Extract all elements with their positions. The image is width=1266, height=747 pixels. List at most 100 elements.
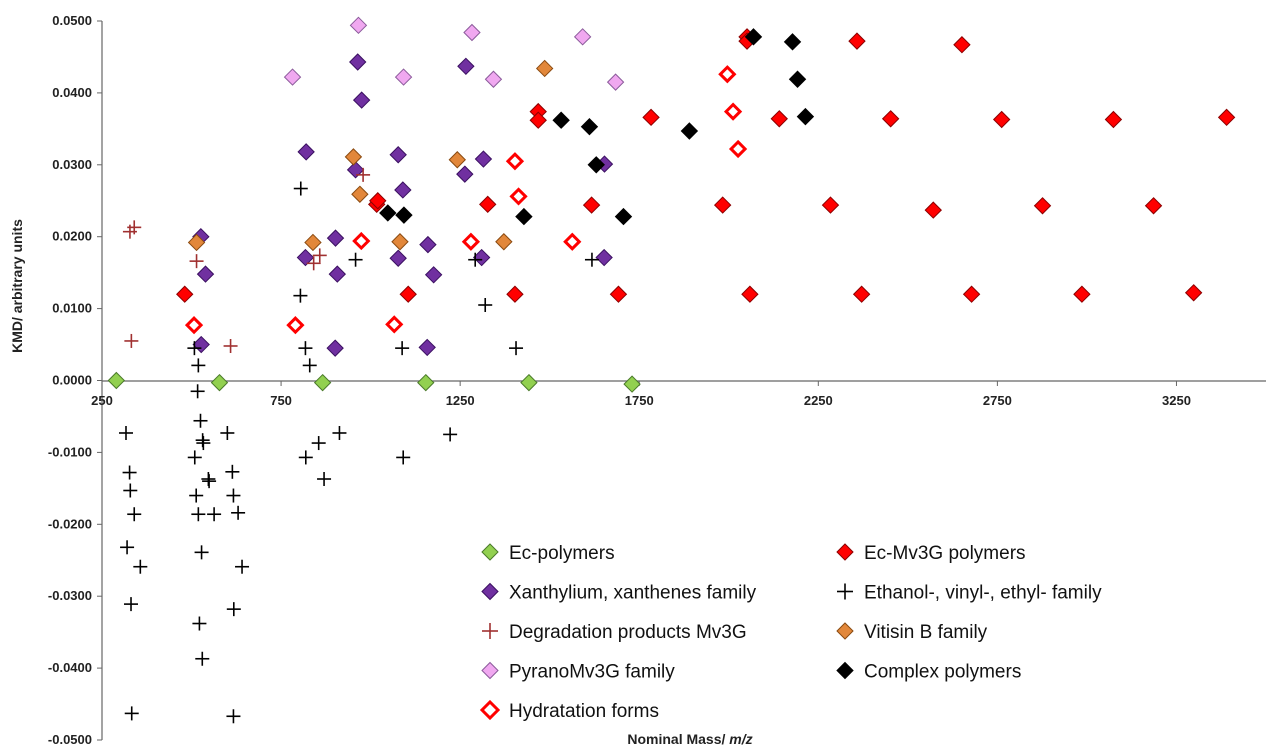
legend-marker bbox=[836, 661, 854, 680]
data-point bbox=[191, 507, 206, 522]
data-point bbox=[461, 232, 481, 251]
data-point bbox=[520, 373, 538, 392]
y-tick-label: -0.0300 bbox=[48, 588, 92, 603]
data-point bbox=[379, 204, 397, 222]
data-point bbox=[349, 53, 367, 71]
data-points bbox=[107, 16, 1236, 724]
legend: Ec-polymers Ec-Mv3G polymers Xanthylium, x… bbox=[479, 543, 1102, 722]
data-point bbox=[796, 107, 815, 126]
data-point bbox=[418, 338, 436, 357]
data-point bbox=[344, 148, 363, 166]
y-tick-label: -0.0500 bbox=[48, 732, 92, 747]
legend-item: PyranoMv3G family bbox=[481, 662, 675, 683]
data-point bbox=[124, 597, 139, 612]
series-group bbox=[187, 59, 554, 252]
data-point bbox=[326, 339, 344, 357]
data-point bbox=[187, 341, 202, 356]
data-point bbox=[395, 206, 413, 224]
data-point bbox=[417, 373, 435, 392]
data-point bbox=[207, 507, 222, 522]
data-point bbox=[191, 358, 206, 373]
data-point bbox=[1033, 197, 1052, 215]
data-point bbox=[223, 338, 238, 353]
data-point bbox=[190, 384, 205, 399]
data-point bbox=[463, 23, 481, 42]
data-point bbox=[770, 110, 788, 128]
legend-label: Vitisin B family bbox=[864, 622, 988, 643]
data-point bbox=[595, 248, 613, 267]
data-point bbox=[424, 266, 443, 284]
data-point bbox=[312, 248, 327, 263]
data-point bbox=[718, 65, 737, 84]
x-tick-label: 750 bbox=[270, 393, 292, 408]
data-point bbox=[587, 156, 605, 174]
data-point bbox=[472, 248, 491, 267]
data-point bbox=[741, 285, 759, 303]
data-point bbox=[478, 298, 493, 313]
data-point bbox=[395, 341, 410, 356]
data-point bbox=[881, 110, 900, 128]
legend-label: Degradation products Mv3G bbox=[509, 622, 747, 643]
data-point bbox=[192, 335, 210, 354]
data-point bbox=[962, 285, 981, 303]
y-tick-label: 0.0400 bbox=[52, 85, 92, 100]
data-point bbox=[298, 341, 313, 356]
data-point bbox=[226, 602, 241, 617]
data-point bbox=[394, 68, 413, 86]
y-tick-label: 0.0500 bbox=[52, 13, 92, 28]
data-point bbox=[848, 32, 866, 50]
y-tick-label: -0.0100 bbox=[48, 444, 92, 459]
data-point bbox=[349, 16, 368, 35]
x-tick-label: 2250 bbox=[804, 393, 833, 408]
series-group bbox=[122, 167, 371, 353]
data-point bbox=[195, 651, 210, 666]
legend-item: Vitisin B family bbox=[836, 622, 988, 643]
data-point bbox=[506, 285, 524, 303]
data-point bbox=[194, 545, 209, 560]
data-point bbox=[728, 139, 748, 159]
data-point bbox=[744, 28, 763, 46]
data-point bbox=[283, 68, 302, 86]
x-axis-label: Nominal Mass/ m/z bbox=[627, 731, 752, 747]
legend-label: PyranoMv3G family bbox=[509, 662, 675, 683]
tick-labels: 0.0500 0.0400 0.0300 0.0200 0.0100 0.0000 -0.0… bbox=[48, 13, 1191, 747]
y-tick-label: 0.0300 bbox=[52, 157, 92, 172]
data-point bbox=[328, 265, 347, 283]
data-point bbox=[529, 111, 547, 129]
data-point bbox=[122, 465, 137, 480]
data-point bbox=[396, 450, 411, 465]
data-point bbox=[391, 233, 409, 251]
data-point bbox=[189, 488, 204, 503]
x-tick-label: 1250 bbox=[446, 393, 475, 408]
data-point bbox=[187, 233, 206, 252]
data-point bbox=[225, 464, 240, 479]
data-point bbox=[852, 285, 871, 303]
x-axis-label-main: Nominal Mass/ bbox=[627, 731, 729, 747]
data-point bbox=[302, 358, 317, 373]
data-point bbox=[443, 427, 458, 442]
data-point bbox=[107, 371, 126, 390]
data-point bbox=[123, 483, 138, 498]
legend-label: Hydratation forms bbox=[509, 701, 659, 722]
data-point bbox=[296, 248, 315, 267]
data-point bbox=[1104, 110, 1123, 129]
data-point bbox=[515, 207, 533, 226]
data-point bbox=[1217, 108, 1236, 127]
data-point bbox=[196, 436, 211, 451]
data-point bbox=[584, 252, 599, 267]
data-point bbox=[399, 285, 417, 303]
legend-label: Ec-polymers bbox=[509, 543, 615, 564]
data-point bbox=[457, 57, 475, 76]
legend-label: Ec-Mv3G polymers bbox=[864, 543, 1026, 564]
data-point bbox=[552, 111, 570, 129]
legend-item: Degradation products Mv3G bbox=[482, 622, 747, 643]
data-point bbox=[385, 315, 404, 334]
data-point bbox=[304, 233, 322, 252]
y-tick-label: -0.0400 bbox=[48, 660, 92, 675]
data-point bbox=[783, 33, 802, 51]
series-group bbox=[176, 28, 1236, 303]
data-point bbox=[293, 181, 308, 196]
y-axis-label: KMD/ arbitrary units bbox=[9, 219, 25, 353]
data-point bbox=[196, 265, 215, 283]
data-point bbox=[120, 540, 135, 555]
